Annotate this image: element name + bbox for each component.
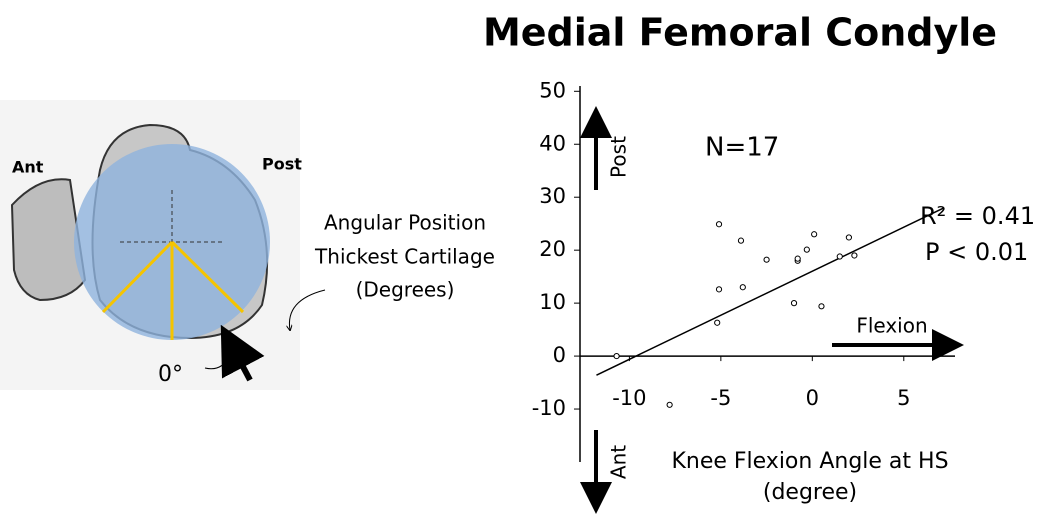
point <box>737 237 745 244</box>
point <box>851 252 858 259</box>
zero-arrow <box>220 324 265 382</box>
fit-line <box>596 207 945 376</box>
post-axis-label: Post <box>607 136 631 178</box>
point <box>818 303 825 310</box>
y-tick-label: 30 <box>539 184 566 208</box>
r2-label: R² = 0.41 <box>920 202 1035 230</box>
x-tick-label: -10 <box>612 386 646 410</box>
point <box>715 286 723 293</box>
point <box>794 255 801 262</box>
y-tick-label: -10 <box>532 396 566 420</box>
anterior-bone <box>10 178 87 302</box>
x-tick-label: 5 <box>897 386 910 410</box>
post-label: Post <box>262 155 302 174</box>
zero-label: 0° <box>158 362 183 387</box>
point <box>739 284 746 291</box>
position-label: Thickest Cartilage <box>314 245 495 269</box>
position-label: Angular Position <box>324 211 486 235</box>
point <box>715 221 723 228</box>
y-tick-label: 10 <box>539 290 566 314</box>
point <box>714 319 721 326</box>
position-label: (Degrees) <box>356 278 455 302</box>
y-tick-label: 40 <box>539 131 566 155</box>
flexion-label: Flexion <box>856 314 927 338</box>
x-tick-label: 0 <box>806 386 819 410</box>
point <box>613 352 620 360</box>
x-tick-label: -5 <box>710 386 731 410</box>
point <box>790 300 798 307</box>
ant-axis-label: Ant <box>607 445 631 479</box>
x-axis-label: (degree) <box>763 480 857 505</box>
angle-lines <box>101 240 245 340</box>
n-label: N=17 <box>705 133 779 163</box>
point <box>836 253 843 260</box>
point <box>803 246 810 253</box>
point <box>666 401 673 408</box>
point <box>811 231 818 238</box>
illustration: Ant Post Angular Position Thickest Carti… <box>0 100 495 390</box>
x-axis-label: Knee Flexion Angle at HS <box>671 449 948 474</box>
y-tick-label: 0 <box>553 343 566 367</box>
ant-label: Ant <box>12 158 44 177</box>
point <box>763 256 770 263</box>
y-tick-label: 50 <box>539 78 566 102</box>
zero-pointer <box>204 355 230 370</box>
y-tick-label: 20 <box>539 237 566 261</box>
label-arrow <box>289 289 326 330</box>
point <box>845 234 853 241</box>
chart-title: Medial Femoral Condyle <box>483 11 997 55</box>
p-label: P < 0.01 <box>925 238 1028 266</box>
